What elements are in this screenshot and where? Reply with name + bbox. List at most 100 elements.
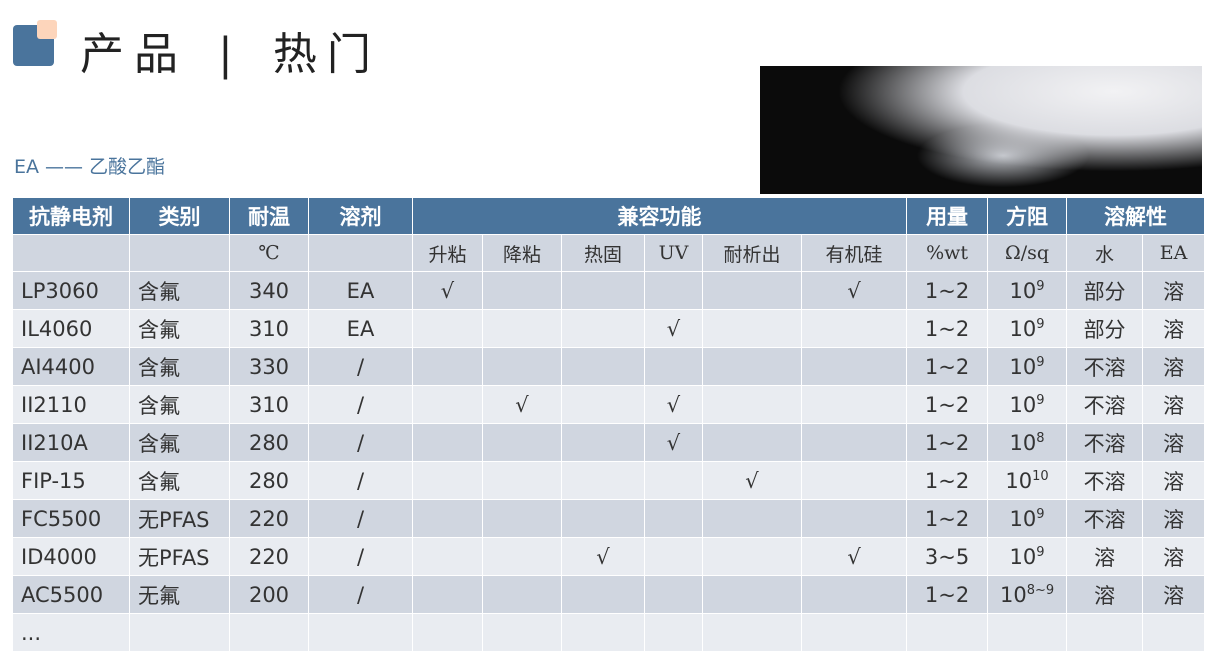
table-cell: 部分 (1066, 271, 1144, 310)
table-cell: II2110 (12, 385, 130, 424)
table-cell: II210A (12, 423, 130, 462)
table-cell (561, 271, 645, 310)
table-cell: √ (644, 309, 703, 348)
resistance-exponent: 8 (1036, 430, 1045, 446)
title-separator: | (218, 29, 243, 80)
table-cell (561, 385, 645, 424)
resistance-exponent: 9 (1036, 278, 1045, 294)
table-cell (229, 613, 309, 652)
resistance-base: 10 (1009, 354, 1037, 379)
table-cell: 不溶 (1066, 385, 1144, 424)
subheader-cell (12, 234, 130, 272)
table-cell: 1~2 (906, 423, 989, 462)
table-cell: 不溶 (1066, 499, 1144, 538)
column-header: 溶解性 (1066, 197, 1206, 235)
table-cell: 330 (229, 347, 309, 386)
table-cell: / (308, 347, 413, 386)
table-cell (561, 423, 645, 462)
table-cell (482, 537, 562, 576)
logo-accent-icon (37, 20, 57, 39)
table-row: ... (12, 613, 1206, 652)
table-cell: 1~2 (906, 575, 989, 614)
subheader-cell: 耐析出 (702, 234, 802, 272)
table-row: II2110 含氟 310/√ √ 1~2 109 不溶溶 (12, 385, 1206, 424)
table-cell: √ (644, 423, 703, 462)
page-title: 产品 | 热门 (80, 18, 381, 82)
table-cell (702, 385, 802, 424)
table-cell: 109 (987, 499, 1068, 538)
table-cell: 溶 (1142, 537, 1206, 576)
table-cell (412, 385, 483, 424)
table-cell (644, 575, 703, 614)
resistance-exponent: 9 (1036, 354, 1045, 370)
resistance-base: 10 (1009, 430, 1037, 455)
subheader-cell (308, 234, 413, 272)
table-cell: 1~2 (906, 461, 989, 500)
resistance-base: 10 (1009, 392, 1037, 417)
table-cell (412, 423, 483, 462)
table-cell: √ (800, 537, 908, 576)
table-cell: AC5500 (12, 575, 130, 614)
table-cell (644, 499, 703, 538)
table-cell: 溶 (1142, 461, 1206, 500)
table-cell (482, 575, 562, 614)
table-cell: 280 (229, 461, 309, 500)
column-header: 兼容功能 (411, 197, 908, 235)
table-cell: √ (482, 385, 562, 424)
table-cell: 含氟 (129, 385, 230, 424)
product-table: 抗静电剂 类别 耐温 溶剂 兼容功能 用量 方阻 溶解性 ℃ 升粘 降粘 热固 UV 耐析出 有机硅 %wt… (12, 197, 1206, 652)
table-cell: 无PFAS (129, 499, 230, 538)
table-cell (561, 461, 645, 500)
table-row: AI4400 含氟 330/1~2 109 不溶溶 (12, 347, 1206, 386)
table-cell: √ (561, 537, 645, 576)
table-cell: EA (308, 309, 413, 348)
table-cell: IL4060 (12, 309, 130, 348)
table-cell (800, 575, 908, 614)
table-cell: 不溶 (1066, 461, 1144, 500)
product-photo (760, 66, 1202, 194)
table-cell: 1~2 (906, 309, 989, 348)
table-cell: 1~2 (906, 499, 989, 538)
resistance-exponent: 10 (1032, 468, 1049, 484)
table-cell (987, 613, 1068, 652)
table-cell: 溶 (1142, 309, 1206, 348)
table-cell (412, 613, 483, 652)
table-cell: 310 (229, 385, 309, 424)
table-cell (702, 309, 802, 348)
table-cell (800, 613, 908, 652)
table-cell: 无氟 (129, 575, 230, 614)
resistance-base: 10 (1009, 278, 1037, 303)
table-cell: 1010 (987, 461, 1068, 500)
table-cell: LP3060 (12, 271, 130, 310)
table-cell (412, 575, 483, 614)
table-cell (644, 613, 703, 652)
table-cell: 310 (229, 309, 309, 348)
table-cell (906, 613, 989, 652)
table-row: AC5500 无氟 200/1~2 108~9 溶溶 (12, 575, 1206, 614)
table-cell (644, 537, 703, 576)
table-cell: AI4400 (12, 347, 130, 386)
column-header: 抗静电剂 (12, 197, 130, 235)
subheader-cell: EA (1142, 234, 1206, 272)
resistance-exponent: 9 (1036, 506, 1045, 522)
table-row: II210A 含氟 280/√ 1~2 108 不溶溶 (12, 423, 1206, 462)
resistance-exponent: 8~9 (1026, 582, 1055, 598)
table-cell: 部分 (1066, 309, 1144, 348)
column-header: 类别 (129, 197, 230, 235)
table-cell (412, 537, 483, 576)
subheader-cell: 热固 (561, 234, 645, 272)
table-cell (800, 499, 908, 538)
table-cell (482, 461, 562, 500)
table-cell: 200 (229, 575, 309, 614)
table-cell (482, 309, 562, 348)
table-cell: 109 (987, 309, 1068, 348)
table-cell: / (308, 575, 413, 614)
table-cell: FIP-15 (12, 461, 130, 500)
table-cell (1066, 613, 1144, 652)
table-cell: 溶 (1066, 537, 1144, 576)
subheader-cell: 有机硅 (800, 234, 908, 272)
table-cell: 109 (987, 385, 1068, 424)
table-cell (482, 271, 562, 310)
subheader-row: ℃ 升粘 降粘 热固 UV 耐析出 有机硅 %wt Ω/sq 水 EA (12, 234, 1206, 272)
table-cell (412, 309, 483, 348)
